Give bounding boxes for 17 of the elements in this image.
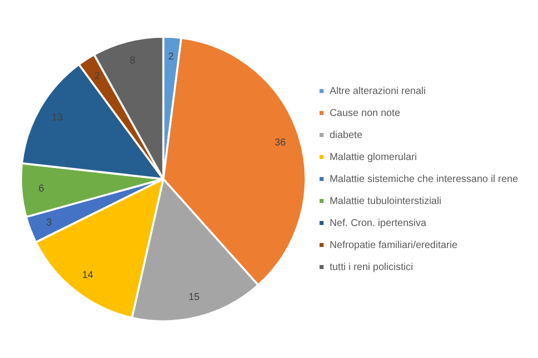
legend-label: Malattie sistemiche che interessano il rene [330, 174, 518, 185]
data-label: 6 [38, 183, 45, 194]
data-label: 3 [46, 217, 52, 228]
data-label: 36 [274, 137, 286, 148]
data-label: 15 [188, 292, 200, 304]
legend-label: Cause non note [330, 108, 401, 119]
data-label: 2 [94, 70, 100, 82]
data-label: 14 [82, 270, 94, 281]
legend-label: Nef. Cron. ipertensiva [330, 218, 427, 229]
legend-label: Nefropatie familiari/ereditarie [330, 240, 458, 251]
legend-label: Altre alterazioni renali [330, 86, 426, 97]
data-label: 13 [52, 112, 64, 124]
data-label: 2 [168, 52, 174, 63]
legend-label: Malattie tubulointerstiziali [330, 196, 442, 207]
legend-label: tutti i reni policistici [330, 262, 413, 273]
legend-label: Malattie glomerulari [330, 152, 417, 163]
legend-label: diabete [330, 130, 363, 141]
